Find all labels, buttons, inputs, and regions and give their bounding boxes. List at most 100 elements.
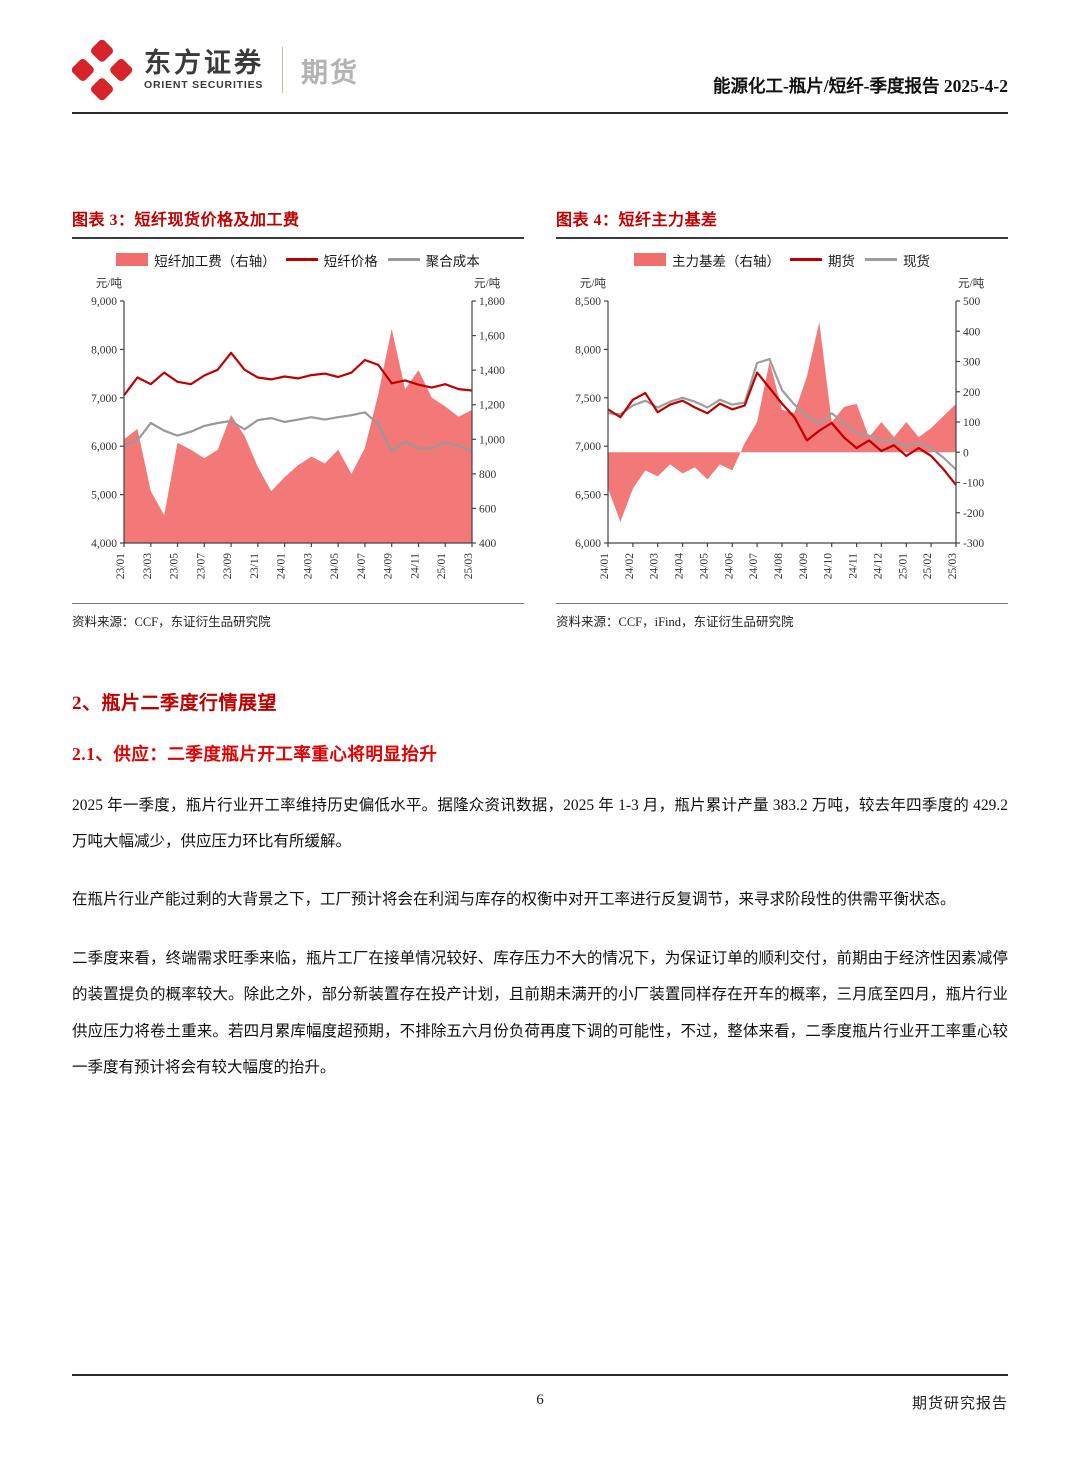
figure-3-source: 资料来源：CCF，东证衍生品研究院	[72, 602, 524, 630]
svg-text:400: 400	[963, 326, 981, 338]
orient-securities-logo-icon	[71, 39, 133, 101]
header-rule	[72, 112, 1008, 114]
legend-item: 聚合成本	[387, 250, 480, 270]
chart-canvas: 8,500 8,000 7,500 7,000 6,500 6,000 500 400 300 2…	[575, 277, 985, 579]
svg-text:6,500: 6,500	[575, 489, 601, 501]
svg-text:24/12: 24/12	[872, 552, 884, 578]
svg-text:8,500: 8,500	[575, 296, 601, 308]
svg-text:6,000: 6,000	[575, 538, 601, 550]
footer-rule	[72, 1374, 1008, 1376]
svg-text:25/01: 25/01	[897, 552, 909, 578]
svg-text:25/01: 25/01	[436, 552, 448, 578]
svg-text:600: 600	[479, 503, 497, 515]
svg-text:24/09: 24/09	[383, 552, 395, 578]
svg-text:24/04: 24/04	[674, 552, 686, 578]
legend-line-swatch	[387, 258, 420, 261]
figure-4-title-rule	[556, 237, 1008, 239]
series-line	[607, 370, 957, 486]
legend-area-swatch	[116, 253, 149, 266]
page-footer: 6 期货研究报告	[72, 1374, 1008, 1414]
legend-label: 现货	[903, 253, 930, 269]
svg-text:8,000: 8,000	[91, 344, 117, 356]
svg-text:1,200: 1,200	[479, 399, 505, 411]
svg-text:24/01: 24/01	[599, 552, 611, 578]
svg-text:4,000: 4,000	[91, 538, 117, 550]
svg-text:24/03: 24/03	[649, 552, 661, 578]
figure-3-chart: 9,000 8,000 7,000 6,000 5,000 4,000 1,800 1,600…	[72, 271, 524, 601]
svg-text:元/吨: 元/吨	[580, 277, 607, 290]
report-title: 能源化工-瓶片/短纤-季度报告 2025-4-2	[712, 76, 1008, 96]
svg-text:7,000: 7,000	[575, 441, 601, 453]
svg-text:24/07: 24/07	[356, 552, 368, 578]
svg-text:200: 200	[963, 386, 981, 398]
svg-text:300: 300	[963, 356, 981, 368]
figure-4-legend: 主力基差（右轴） 期货 现货	[556, 249, 1008, 271]
brand-block: 东方证券 ORIENT SECURITIES 期货	[71, 39, 359, 101]
series-area	[124, 328, 472, 543]
svg-text:9,000: 9,000	[91, 296, 117, 308]
svg-text:元/吨: 元/吨	[958, 277, 985, 290]
figure-4-title: 图表 4：短纤主力基差	[556, 212, 718, 229]
svg-text:24/01: 24/01	[276, 552, 288, 578]
svg-text:23/09: 23/09	[222, 552, 234, 578]
page-number: 6	[536, 1392, 544, 1408]
svg-text:400: 400	[479, 538, 497, 550]
svg-text:1,800: 1,800	[479, 296, 505, 308]
svg-text:5,000: 5,000	[91, 489, 117, 501]
svg-text:7,500: 7,500	[575, 392, 601, 404]
svg-text:500: 500	[963, 296, 981, 308]
brand-text: 东方证券 ORIENT SECURITIES	[144, 47, 264, 92]
figures-row: 图表 3：短纤现货价格及加工费 短纤加工费（右轴） 短纤价格 聚合成本 9,000 8…	[72, 206, 1008, 630]
series-area	[608, 321, 956, 522]
paragraph-3: 二季度来看，终端需求旺季来临，瓶片工厂在接单情况较好、库存压力不大的情况下，为保…	[72, 949, 1008, 1077]
svg-text:25/03: 25/03	[463, 552, 475, 578]
legend-line-swatch	[865, 258, 897, 261]
legend-label: 主力基差（右轴）	[672, 253, 780, 269]
svg-text:1,600: 1,600	[479, 330, 505, 342]
legend-label: 期货	[828, 253, 855, 269]
footer-row: 6 期货研究报告	[72, 1392, 1008, 1414]
svg-text:元/吨: 元/吨	[474, 277, 501, 290]
legend-line-swatch	[790, 258, 822, 261]
svg-text:23/11: 23/11	[249, 552, 261, 578]
svg-text:24/05: 24/05	[698, 552, 710, 578]
svg-text:-100: -100	[963, 477, 984, 489]
svg-text:0: 0	[963, 447, 969, 459]
svg-text:1,400: 1,400	[479, 365, 505, 377]
series-line	[607, 357, 957, 470]
footer-label: 期货研究报告	[911, 1396, 1008, 1412]
figure-4-chart: 8,500 8,000 7,500 7,000 6,500 6,000 500 400 300 2…	[556, 271, 1008, 601]
svg-text:100: 100	[963, 417, 981, 429]
legend-label: 聚合成本	[425, 253, 480, 269]
svg-text:24/09: 24/09	[798, 552, 810, 578]
chart-canvas: 9,000 8,000 7,000 6,000 5,000 4,000 1,800 1,600…	[91, 277, 505, 579]
svg-text:8,000: 8,000	[575, 344, 601, 356]
svg-text:24/10: 24/10	[823, 552, 835, 578]
legend-area-swatch	[634, 253, 666, 266]
svg-text:元/吨: 元/吨	[96, 277, 123, 290]
report-header: 东方证券 ORIENT SECURITIES 期货 能源化工-瓶片/短纤-季度报…	[71, 0, 1008, 101]
svg-text:23/03: 23/03	[142, 552, 154, 578]
section-heading: 2、瓶片二季度行情展望	[72, 692, 278, 714]
svg-text:24/02: 24/02	[624, 552, 636, 578]
svg-text:23/01: 23/01	[115, 552, 127, 578]
svg-text:24/08: 24/08	[773, 552, 785, 578]
svg-text:24/03: 24/03	[302, 552, 314, 578]
figure-3-title: 图表 3：短纤现货价格及加工费	[72, 212, 300, 229]
svg-text:25/02: 25/02	[922, 552, 934, 578]
figure-4-source: 资料来源：CCF，iFind，东证衍生品研究院	[556, 602, 1008, 630]
figure-3-title-rule	[72, 237, 524, 239]
legend-item: 期货	[790, 250, 855, 270]
svg-text:-200: -200	[963, 507, 984, 519]
brand-department: 期货	[301, 57, 359, 88]
brand-divider	[282, 47, 283, 93]
brand-name-cn: 东方证券	[144, 47, 264, 78]
legend-line-swatch	[285, 258, 318, 261]
svg-text:1,000: 1,000	[479, 434, 505, 446]
svg-text:23/07: 23/07	[195, 552, 207, 578]
series-line	[123, 351, 473, 396]
svg-text:23/05: 23/05	[169, 552, 181, 578]
brand-name-en: ORIENT SECURITIES	[144, 79, 264, 92]
legend-item: 主力基差（右轴）	[634, 250, 780, 270]
